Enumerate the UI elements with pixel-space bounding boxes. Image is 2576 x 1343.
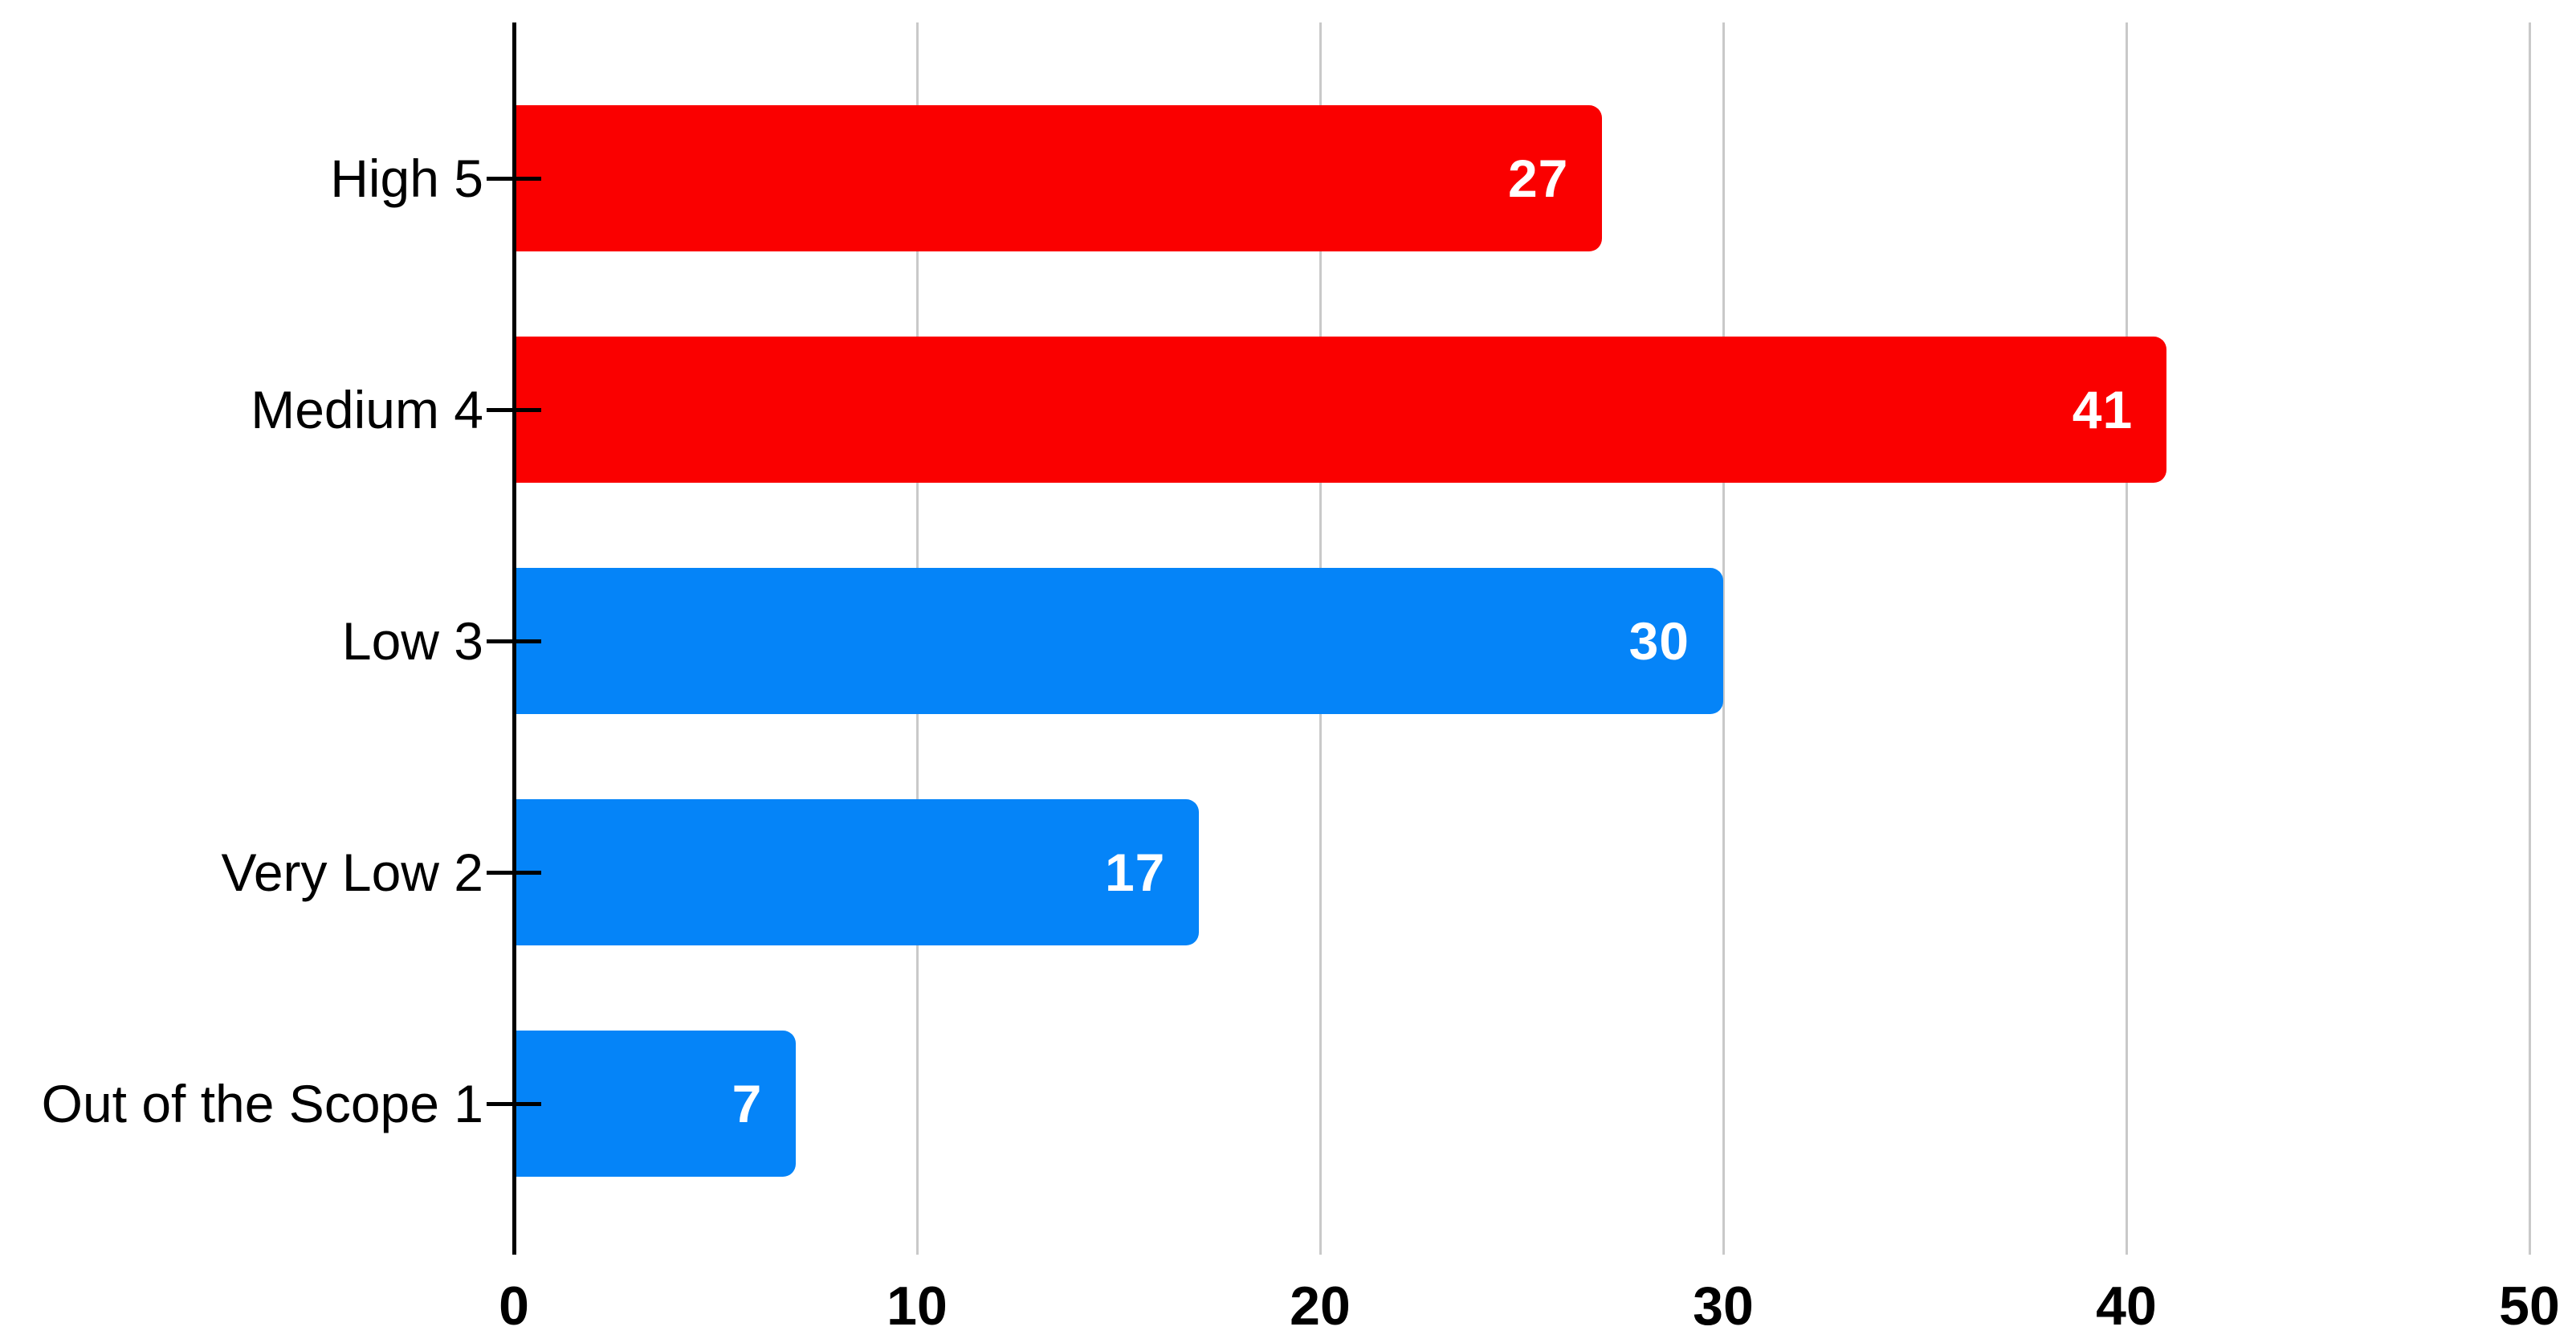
- y-axis-tick: [487, 1101, 541, 1106]
- category-label: High 5: [330, 149, 483, 208]
- bar-value-label: 27: [1507, 149, 1569, 208]
- category-label: Out of the Scope 1: [41, 1074, 483, 1133]
- bar-high-5: 27: [514, 105, 1603, 251]
- category-label: Low 3: [341, 611, 483, 671]
- bar-out-of-the-scope-1: 7: [514, 1031, 797, 1177]
- x-tick-label: 10: [887, 1276, 948, 1337]
- category-label: Medium 4: [251, 380, 483, 439]
- bar-medium-4: 41: [514, 337, 2167, 483]
- bar-value-label: 7: [732, 1074, 763, 1133]
- bar-value-label: 41: [2072, 380, 2134, 439]
- gridline-30: [1722, 22, 1725, 1255]
- y-axis-tick: [487, 176, 541, 181]
- bar-low-3: 30: [514, 568, 1723, 714]
- gridline-50: [2528, 22, 2531, 1255]
- x-tick-label: 30: [1693, 1276, 1754, 1337]
- y-axis-tick: [487, 870, 541, 875]
- y-axis-line: [512, 22, 516, 1255]
- x-tick-label: 20: [1290, 1276, 1351, 1337]
- bar-value-label: 17: [1104, 843, 1166, 902]
- x-tick-label: 40: [2096, 1276, 2157, 1337]
- y-axis-tick: [487, 639, 541, 643]
- x-tick-label: 50: [2499, 1276, 2560, 1337]
- x-tick-label: 0: [499, 1276, 529, 1337]
- gridline-40: [2125, 22, 2128, 1255]
- y-axis-tick: [487, 407, 541, 412]
- category-label: Very Low 2: [221, 843, 483, 902]
- bar-very-low-2: 17: [514, 799, 1200, 945]
- bar-value-label: 30: [1628, 611, 1689, 671]
